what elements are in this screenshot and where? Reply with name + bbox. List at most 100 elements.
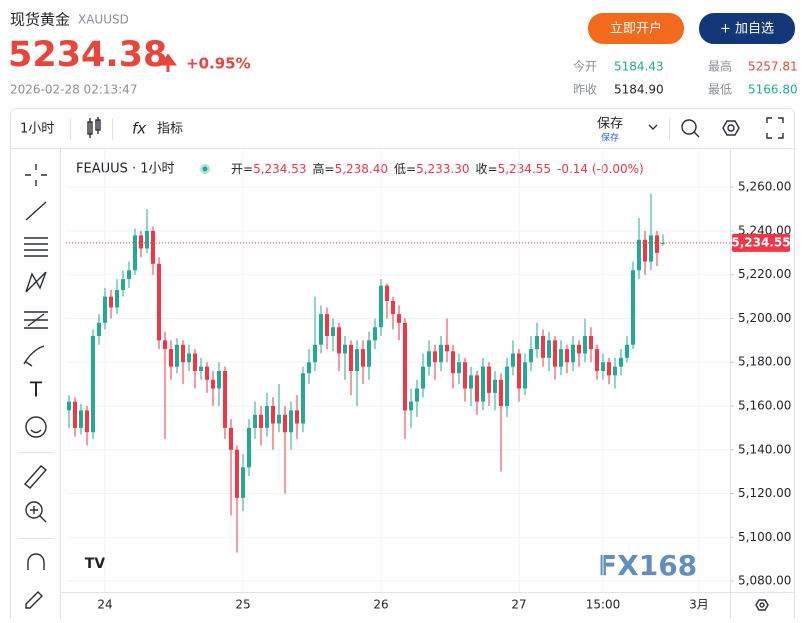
alert-icon[interactable] (681, 119, 700, 138)
candle-body (571, 344, 575, 363)
candle-body (307, 362, 311, 374)
candle-body (427, 351, 431, 367)
candle-body (193, 353, 197, 371)
timestamp: 2026-02-28 02:13:47 (10, 83, 137, 97)
watchlist-button[interactable] (699, 13, 795, 44)
candle-body (631, 270, 635, 345)
legend-label: 收= (476, 162, 498, 176)
x-tick-label: 26 (373, 598, 388, 612)
candle-body (295, 410, 299, 424)
x-tick-label: 24 (97, 598, 112, 612)
candle-body (361, 349, 365, 367)
candle-body (451, 351, 455, 374)
candle-body (241, 467, 245, 498)
candle-body (313, 344, 317, 363)
candle-body (547, 340, 551, 358)
candle-body (367, 340, 371, 367)
candle-type-icon[interactable] (87, 117, 101, 138)
candle-body (409, 401, 413, 411)
legend-change: -0.14 (-0.00%) (557, 162, 644, 176)
trendline-tool[interactable] (25, 201, 47, 221)
candle-body (91, 335, 95, 433)
candle-body (421, 366, 425, 389)
interval[interactable]: 1小时 (20, 122, 54, 137)
x-tick-label: 25 (235, 598, 250, 612)
candle-body (163, 340, 167, 350)
open-account-label[interactable]: 立即开户 (610, 21, 662, 37)
candle-body (331, 327, 335, 336)
y-tick-label: 5,180.00 (738, 355, 791, 369)
prediction-tool[interactable] (24, 311, 48, 329)
candle-body (349, 344, 353, 371)
x-tick-label: 27 (511, 598, 526, 612)
candle-body (169, 349, 173, 367)
dropdown-icon[interactable] (648, 124, 658, 130)
save[interactable]: 保存 (597, 117, 623, 132)
candle-body (151, 230, 155, 264)
stat-value: 5184.90 (614, 83, 664, 97)
status-dot (202, 166, 208, 172)
candle-body (289, 410, 293, 433)
candle-body (79, 410, 83, 428)
candle-body (595, 349, 599, 371)
candle-body (643, 239, 647, 262)
zoom-tool[interactable] (25, 501, 47, 523)
settings-icon[interactable] (722, 120, 740, 136)
legend-value: 5,234.53 (253, 162, 306, 176)
candle-body (529, 349, 533, 363)
lock-tool[interactable] (25, 591, 43, 609)
candle-body (133, 235, 137, 271)
ruler-tool[interactable] (23, 465, 48, 489)
candle-body (577, 344, 581, 354)
candle-body (379, 285, 383, 328)
indicators[interactable]: 指标 (157, 122, 183, 137)
candle-body (601, 362, 605, 371)
candle-body (553, 340, 557, 367)
candle-body (217, 371, 221, 389)
candle-body (415, 388, 419, 402)
candle-body (283, 414, 287, 433)
candle-body (121, 279, 125, 291)
candle-body (613, 366, 617, 376)
stat-label: 最低 (708, 83, 732, 97)
candle-body (199, 366, 203, 371)
stat-label: 今开 (573, 59, 597, 74)
legend-ohlc: 开=5,234.53 高=5,238.40 低=5,233.30 收=5,234.55… (231, 161, 644, 176)
candle-body (73, 401, 77, 428)
candle-body (211, 379, 215, 389)
candle-body (607, 362, 611, 376)
fib-tool[interactable] (24, 237, 48, 257)
candle-body (655, 235, 659, 253)
magnet-tool[interactable] (27, 553, 45, 570)
text-tool[interactable]: T (29, 378, 43, 402)
candle-body (439, 344, 443, 363)
watchlist-label[interactable]: + 加自选 (720, 22, 774, 37)
candle-body (259, 414, 263, 428)
fullscreen-icon[interactable] (766, 117, 784, 139)
emoji-tool[interactable] (25, 416, 47, 438)
y-tick-label: 5,080.00 (738, 574, 791, 588)
open-account-button[interactable] (588, 13, 684, 44)
candle-body (97, 322, 101, 336)
stat-value: 5166.80 (748, 83, 798, 97)
last-price-tag (732, 233, 790, 252)
candle-body (175, 344, 179, 367)
price: 5234.38 (8, 35, 167, 75)
brush-tool[interactable] (23, 345, 45, 367)
candle-body (223, 371, 227, 428)
save-sub[interactable]: 保存 (601, 132, 619, 144)
candle-body (247, 427, 251, 468)
stat-label: 最高 (708, 59, 732, 74)
cursor-tool[interactable] (25, 164, 47, 186)
y-tick-label: 5,260.00 (738, 180, 791, 194)
pattern-tool[interactable] (25, 271, 47, 293)
fx-icon[interactable]: fx (132, 120, 146, 138)
candle-body (103, 296, 107, 323)
legend-value: 5,233.30 (416, 162, 469, 176)
candle-body (625, 344, 629, 358)
change: +0.95% (186, 55, 251, 73)
stat-value: 5257.81 (748, 60, 798, 74)
axis-settings-icon[interactable] (755, 599, 769, 611)
candle-body (493, 379, 497, 393)
